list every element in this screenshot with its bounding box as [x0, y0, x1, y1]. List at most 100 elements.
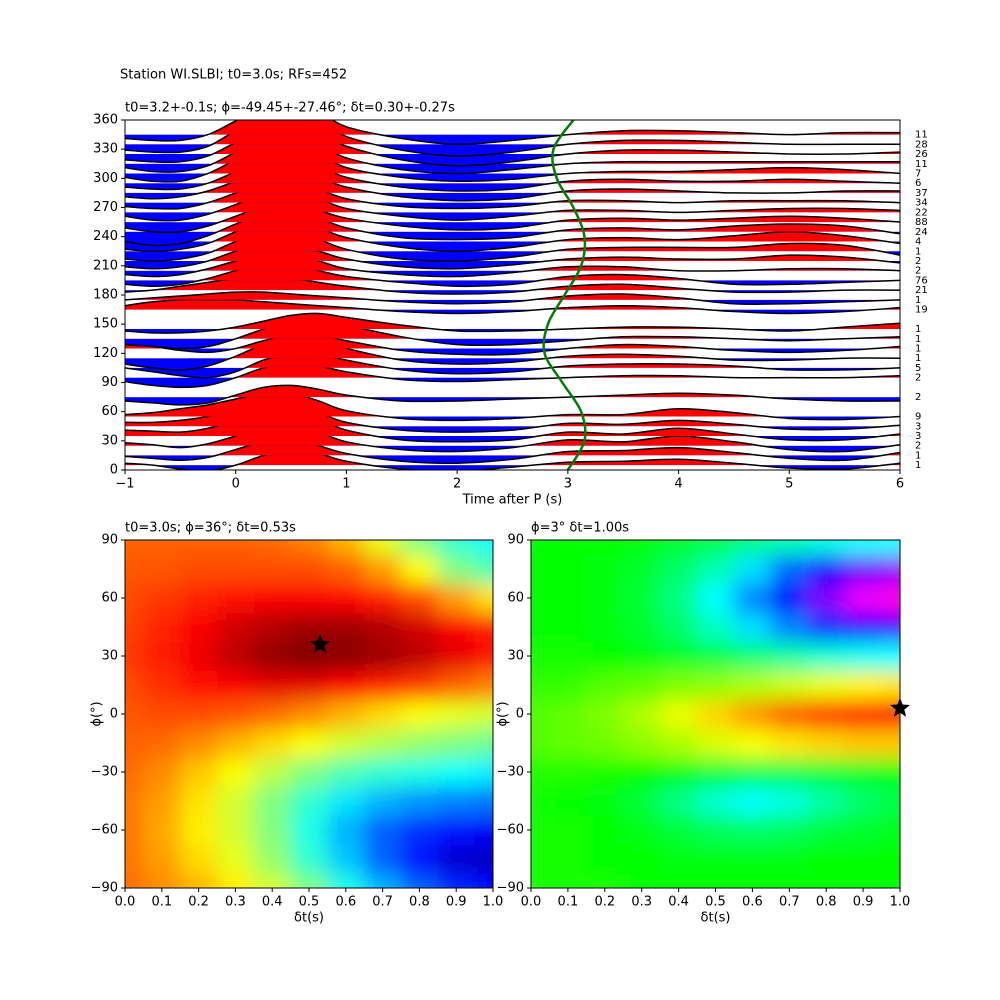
heatmap-cell [327, 583, 365, 613]
heatmap-cell [881, 612, 900, 642]
heatmap-cell [807, 873, 846, 888]
trace-count: 26 [915, 149, 928, 160]
y-tick-label: 30 [101, 649, 118, 664]
trace-count: 3 [915, 431, 921, 442]
heatmap-cell [180, 583, 218, 613]
heatmap-cell [549, 844, 587, 874]
heatmap-cell [733, 583, 772, 613]
heatmap-cell [217, 757, 255, 787]
heatmap-cell [807, 844, 846, 874]
trace-count: 88 [915, 217, 928, 228]
y-tick-label: 30 [507, 649, 524, 664]
x-tick-label: 0.9 [853, 895, 874, 910]
heatmap-cell [401, 757, 439, 787]
y-tick-label: 0 [110, 463, 118, 478]
heatmap-cell [549, 873, 587, 888]
heatmap-cell [697, 786, 735, 816]
heatmap-cell [623, 844, 661, 874]
heatmap-cell [217, 670, 255, 700]
heatmap-cell [364, 815, 402, 845]
x-tick-label: 0.8 [409, 895, 430, 910]
heatmap-cell [770, 554, 809, 584]
heatmap-cell [844, 540, 883, 555]
heatmap-cell [290, 699, 328, 729]
trace-fill-negative [125, 183, 553, 192]
heatmap-cell [660, 728, 698, 758]
trace-fill-negative [166, 348, 875, 355]
heatmap-cell [474, 873, 493, 888]
heatmap-cell [733, 699, 772, 729]
x-tick-label: 1 [342, 477, 350, 492]
y-tick-label: 300 [93, 171, 118, 186]
heatmap-cell [125, 757, 144, 787]
heatmap-cell [437, 786, 476, 816]
heatmap-cell [143, 844, 181, 874]
trace-fill-positive [125, 204, 900, 223]
trace-fill-positive [125, 192, 900, 213]
heatmap-cell [253, 844, 292, 874]
heatmap-cell [770, 873, 809, 888]
heatmap-cell [697, 873, 735, 888]
trace-fill-negative [125, 416, 900, 421]
heatmap-cell [364, 844, 402, 874]
heatmap-cell [125, 728, 144, 758]
trace-fill-positive [125, 244, 900, 261]
heatmap-cell [586, 583, 624, 613]
trace-line [125, 145, 900, 183]
trace-fill-negative [125, 134, 568, 145]
heatmap-cell [401, 641, 439, 671]
trace-line [125, 232, 900, 262]
heatmap-cell [125, 641, 144, 671]
heatmap-cell [623, 786, 661, 816]
heatmap-cell [733, 554, 772, 584]
heatmap-cell [697, 728, 735, 758]
heatmap-cell [180, 757, 218, 787]
heatmap-cell [143, 670, 181, 700]
heatmap-cell [770, 641, 809, 671]
x-tick-label: 0.3 [631, 895, 652, 910]
heatmap-cell [733, 873, 772, 888]
heatmap-cell [180, 554, 218, 584]
heatmap-cell [401, 786, 439, 816]
heatmap-cell [660, 540, 698, 555]
heatmap-cell [217, 786, 255, 816]
heatmap-cell [623, 699, 661, 729]
heatmap-cell [327, 554, 365, 584]
heatmap-cell [733, 757, 772, 787]
heatmap-cell [697, 699, 735, 729]
heatmap-cell [660, 554, 698, 584]
trace-line [125, 391, 900, 422]
heatmap-cell [531, 844, 550, 874]
heatmap-cell [474, 540, 493, 555]
heatmap-cell [125, 873, 144, 888]
heatmap-cell [531, 540, 550, 555]
heatmap-cell [364, 728, 402, 758]
x-tick-label: 0.7 [372, 895, 393, 910]
heatmap-cell [549, 641, 587, 671]
heatmap-cell [253, 583, 292, 613]
trace-fill-negative [125, 251, 900, 262]
trace-fill-positive [125, 291, 900, 300]
heatmap-cell [401, 728, 439, 758]
heatmap-cell [401, 670, 439, 700]
heatmap-cell [549, 540, 587, 555]
heatmap-cell [437, 540, 476, 555]
heatmap-cell [437, 583, 476, 613]
heatmap-cell [217, 873, 255, 888]
heatmap-cell [253, 873, 292, 888]
plot-area [531, 540, 900, 888]
heatmap-cell [437, 554, 476, 584]
trace-count: 21 [915, 285, 928, 296]
heatmap-cell [770, 815, 809, 845]
heatmap-cell [437, 699, 476, 729]
heatmap-cell [586, 670, 624, 700]
trace-fill-positive [125, 254, 900, 271]
heatmap-cell [364, 612, 402, 642]
heatmap-cell [437, 844, 476, 874]
trace-line [125, 333, 900, 356]
trace-line [125, 275, 900, 295]
x-tick-label: 0.0 [521, 895, 542, 910]
heatmap-cell [180, 873, 218, 888]
